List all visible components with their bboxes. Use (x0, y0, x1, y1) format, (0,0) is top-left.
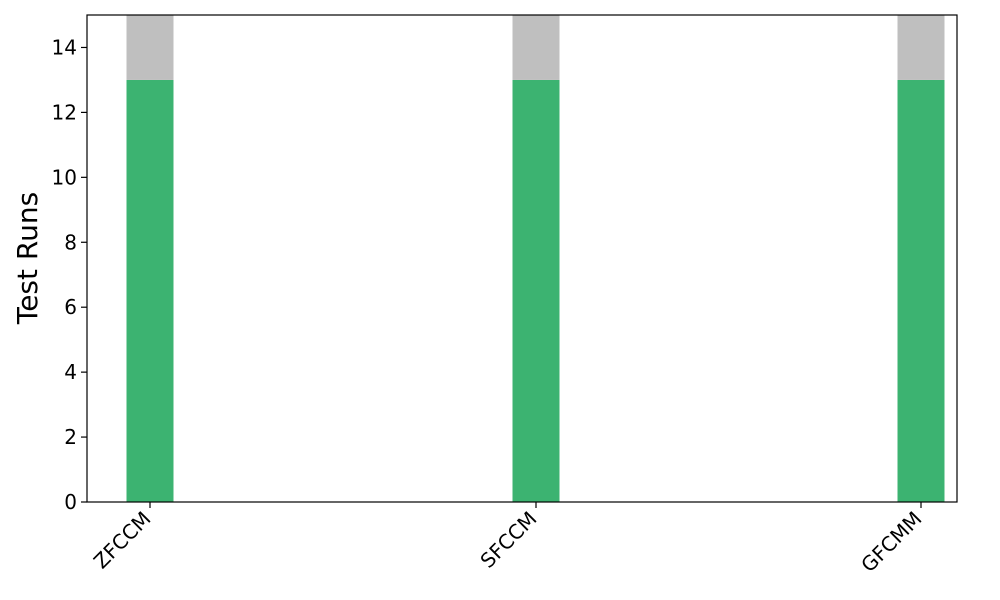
y-tick-label: 14 (52, 35, 77, 59)
x-tick-label-sfccm: SFCCM (475, 507, 541, 573)
y-tick-label: 4 (64, 360, 77, 384)
y-tick-label: 0 (64, 490, 77, 514)
y-tick-label: 12 (52, 100, 77, 124)
x-axis: ZFCCM SFCCM GFCMM (89, 502, 927, 577)
bars-layer (126, 15, 945, 502)
y-tick-label: 8 (64, 230, 77, 254)
plot-frame (86, 14, 958, 503)
x-tick-label-gfcmm: GFCMM (856, 507, 926, 577)
x-tick-label-zfccm: ZFCCM (89, 507, 156, 574)
bar-sfccm-segment-1 (512, 79, 560, 502)
bar-sfccm-segment-2 (512, 15, 560, 80)
bar-gfcmm-segment-2 (897, 15, 945, 80)
bar-gfcmm-segment-1 (897, 79, 945, 502)
y-tick-label: 6 (64, 295, 77, 319)
y-tick-label: 10 (52, 165, 77, 189)
bar-zfccm-segment-1 (126, 79, 174, 502)
bar-zfccm-segment-2 (126, 15, 174, 80)
y-axis-title: Test Runs (11, 192, 44, 325)
y-tick-label: 2 (64, 425, 77, 449)
y-axis: 0 2 4 6 8 10 12 14 (52, 35, 87, 514)
